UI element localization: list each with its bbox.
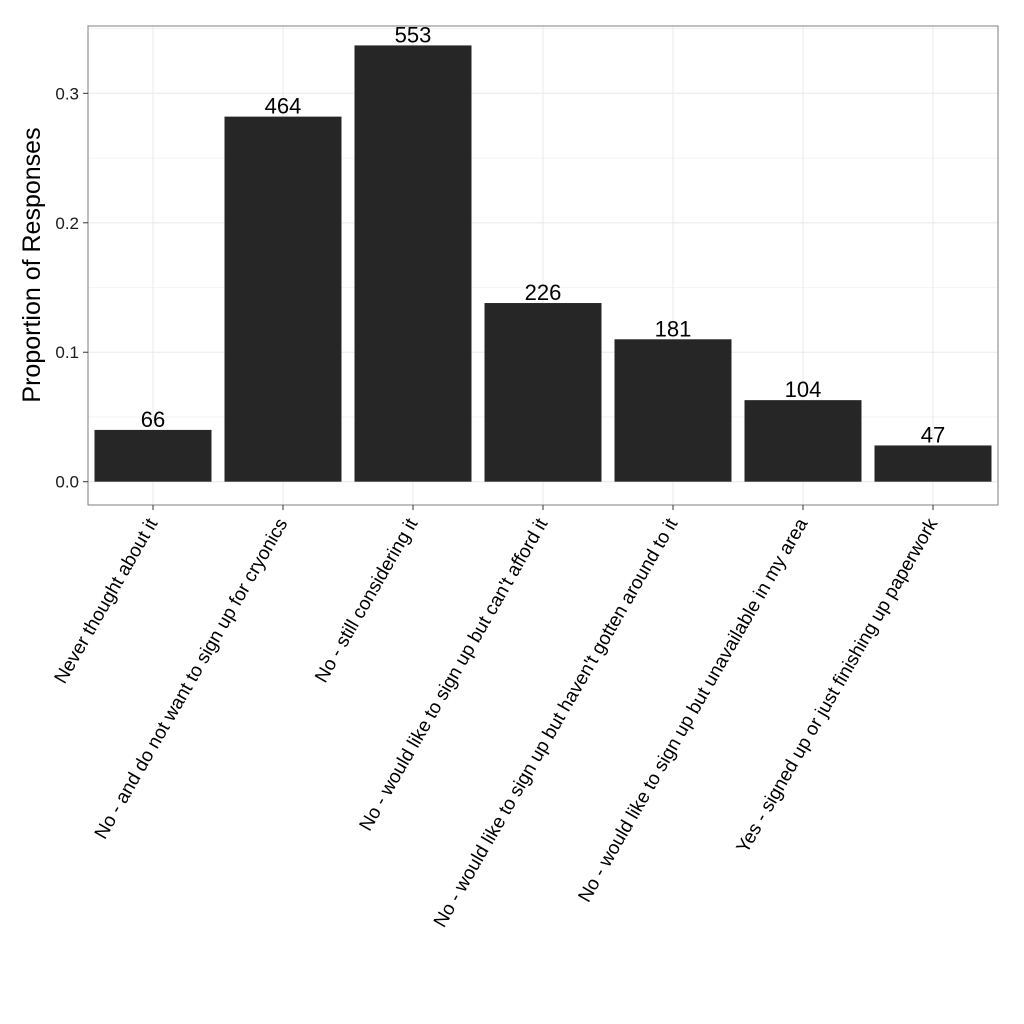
bar-value-label: 66 xyxy=(141,407,165,432)
bar-value-label: 181 xyxy=(655,316,692,341)
x-tick-label: No - would like to sign up but unavailab… xyxy=(574,515,812,906)
bar xyxy=(354,45,472,482)
bar-value-label: 47 xyxy=(921,422,945,447)
bar xyxy=(744,400,862,482)
y-axis-title: Proportion of Responses xyxy=(18,127,46,402)
y-axis-ticks: 0.0 0.1 0.2 0.3 xyxy=(55,84,88,492)
x-tick-label: No - still considering it xyxy=(311,514,422,686)
bar-value-label: 104 xyxy=(785,377,822,402)
x-tick-label: Never thought about it xyxy=(51,514,163,687)
bar xyxy=(224,116,342,482)
bar xyxy=(614,339,732,482)
y-tick-label: 0.3 xyxy=(55,84,79,103)
bar-value-label: 226 xyxy=(525,280,562,305)
x-tick-label: No - would like to sign up but haven't g… xyxy=(430,514,683,931)
bar-value-label: 553 xyxy=(395,22,432,47)
y-tick-label: 0.2 xyxy=(55,214,79,233)
bar xyxy=(484,303,602,482)
bar-value-label: 464 xyxy=(265,94,302,119)
y-tick-label: 0.1 xyxy=(55,343,79,362)
bars xyxy=(94,45,992,482)
bar xyxy=(874,445,992,482)
bar xyxy=(94,429,212,482)
y-tick-label: 0.0 xyxy=(55,473,79,492)
bar-value-labels: 66 464 553 226 181 104 47 xyxy=(141,22,945,447)
